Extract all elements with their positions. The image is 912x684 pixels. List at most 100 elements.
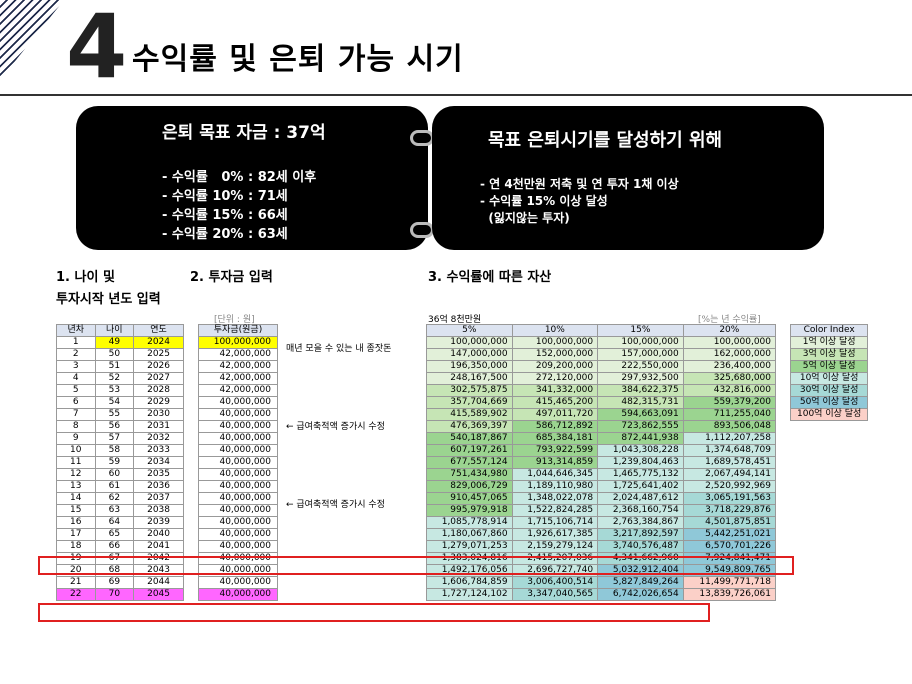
cell-asset: 1,725,641,402 xyxy=(597,480,684,493)
cell-y: 17 xyxy=(56,528,96,541)
cell-age: 53 xyxy=(94,384,135,397)
cell-investment: 40,000,000 xyxy=(198,540,278,553)
cell-investment: 40,000,000 xyxy=(198,576,278,589)
cell-investment: 42,000,000 xyxy=(198,372,278,385)
table-row: 302,575,875 341,332,000 384,622,375 432,816… xyxy=(426,384,777,397)
col-header: 투자금(원금) xyxy=(198,324,278,337)
table-row: 11 59 2034 xyxy=(56,456,184,469)
divider xyxy=(0,94,912,96)
cell-asset: 341,332,000 xyxy=(511,384,599,397)
cell-investment: 40,000,000 xyxy=(198,492,278,505)
cell-y: 5 xyxy=(56,384,96,397)
table-row: 40,000,000 xyxy=(198,432,278,445)
cell-y: 7 xyxy=(56,408,96,421)
cell-asset: 913,314,859 xyxy=(511,456,599,469)
cell-asset: 1,044,646,345 xyxy=(511,468,599,481)
cell-asset: 4,501,875,851 xyxy=(682,516,777,529)
table-row: 18 66 2041 xyxy=(56,540,184,553)
cell-asset: 1,606,784,859 xyxy=(426,576,513,589)
cell-asset: 100,000,000 xyxy=(511,336,599,349)
cell-asset: 677,557,124 xyxy=(426,456,513,469)
cell-year: 2029 xyxy=(133,396,184,409)
cell-y: 6 xyxy=(56,396,96,409)
table-row: 40,000,000 xyxy=(198,480,278,493)
table-row: 42,000,000 xyxy=(198,372,278,385)
cell-asset: 147,000,000 xyxy=(426,348,513,361)
highlight-row-63 xyxy=(38,556,794,575)
table-row: 995,979,918 1,522,824,285 2,368,160,754 3,7… xyxy=(426,504,777,517)
list-item: - 수익률 15% 이상 달성 xyxy=(480,194,608,208)
table-row: 40,000,000 xyxy=(198,540,278,553)
age-table: 년차 나이 연도 1 49 2024 2 50 2025 3 51 2026 4 52 2027 5 53… xyxy=(56,324,184,601)
cell-investment: 40,000,000 xyxy=(198,468,278,481)
table-row: 40,000,000 xyxy=(198,468,278,481)
color-index-legend: Color Index 1억 이상 달성 3억 이상 달성 5억 이상 달성 1… xyxy=(789,324,869,421)
cell-asset: 7,924,841,471 xyxy=(682,552,777,565)
col-header: 5% xyxy=(426,324,513,337)
cell-asset: 3,718,229,876 xyxy=(682,504,777,517)
cell-investment: 40,000,000 xyxy=(198,528,278,541)
table-row: 540,187,867 685,384,181 872,441,938 1,112,2… xyxy=(426,432,777,445)
cell-asset: 11,499,771,718 xyxy=(682,576,777,589)
cell-asset: 540,187,867 xyxy=(426,432,513,445)
table-row: 6 54 2029 xyxy=(56,396,184,409)
table-row: 40,000,000 xyxy=(198,516,278,529)
table-row: 147,000,000 152,000,000 157,000,000 162,000… xyxy=(426,348,777,361)
cell-asset: 829,006,729 xyxy=(426,480,513,493)
table-row: 17 65 2040 xyxy=(56,528,184,541)
table-row: 1 49 2024 xyxy=(56,336,184,349)
table-row: 40,000,000 xyxy=(198,456,278,469)
cell-year: 2028 xyxy=(133,384,184,397)
legend-item: 5억 이상 달성 xyxy=(789,360,869,373)
table-row: 476,369,397 586,712,892 723,862,555 893,506… xyxy=(426,420,777,433)
cell-age: 64 xyxy=(94,516,135,529)
cell-age: 52 xyxy=(94,372,135,385)
cell-asset: 1,043,308,228 xyxy=(597,444,684,457)
cell-asset: 248,167,500 xyxy=(426,372,513,385)
table-row: 910,457,065 1,348,022,078 2,024,487,612 3,0… xyxy=(426,492,777,505)
table-row: 42,000,000 xyxy=(198,384,278,397)
table-row: 196,350,000 209,200,000 222,550,000 236,400… xyxy=(426,360,777,373)
cell-asset: 594,663,091 xyxy=(597,408,684,421)
cell-asset: 2,024,487,612 xyxy=(597,492,684,505)
col-header: 연도 xyxy=(133,324,184,337)
cell-asset: 157,000,000 xyxy=(597,348,684,361)
cell-y: 10 xyxy=(56,444,96,457)
cell-year: 2040 xyxy=(133,528,184,541)
strategy-list: - 연 4천만원 저축 및 연 투자 1채 이상 - 수익률 15% 이상 달성… xyxy=(480,176,679,227)
table-row: 40,000,000 xyxy=(198,528,278,541)
cell-age: 59 xyxy=(94,456,135,469)
memo-salary-update: ← 급여축적액 증가시 수정 xyxy=(286,422,385,432)
cell-age: 61 xyxy=(94,480,135,493)
list-item: - 수익률 20% : 63세 xyxy=(162,227,288,242)
section-number: 4 xyxy=(66,0,128,98)
cell-asset: 2,067,494,141 xyxy=(682,468,777,481)
table-row: 3 51 2026 xyxy=(56,360,184,373)
legend-item: 1억 이상 달성 xyxy=(789,336,869,349)
cell-asset: 100,000,000 xyxy=(597,336,684,349)
cell-y: 18 xyxy=(56,540,96,553)
cell-asset: 793,922,599 xyxy=(511,444,599,457)
cell-asset: 3,740,576,487 xyxy=(597,540,684,553)
section-2-label: 2. 투자금 입력 xyxy=(190,270,273,285)
cell-age: 56 xyxy=(94,420,135,433)
cell-asset: 476,369,397 xyxy=(426,420,513,433)
cell-asset: 236,400,000 xyxy=(682,360,777,373)
table-row: 12 60 2035 xyxy=(56,468,184,481)
section-3-label: 3. 수익률에 따른 자산 xyxy=(428,270,552,285)
cell-year: 2037 xyxy=(133,492,184,505)
memo-seed-money: 매년 모을 수 있는 내 종잣돈 xyxy=(286,344,392,354)
list-item: - 수익률 0% : 82세 이후 xyxy=(162,170,317,185)
cell-asset: 1,348,022,078 xyxy=(511,492,599,505)
table-row: 40,000,000 xyxy=(198,576,278,589)
col-header: 나이 xyxy=(94,324,135,337)
cell-asset: 1,374,648,709 xyxy=(682,444,777,457)
table-row: 751,434,980 1,044,646,345 1,465,775,132 2,0… xyxy=(426,468,777,481)
table-row: 1,383,024,816 2,415,207,036 4,341,662,960 7… xyxy=(426,552,777,565)
binder-ring-icon xyxy=(410,222,434,238)
cell-asset: 3,347,040,565 xyxy=(511,588,599,601)
table-row: 40,000,000 xyxy=(198,444,278,457)
col-header: 20% xyxy=(682,324,777,337)
table-row: 607,197,261 793,922,599 1,043,308,228 1,374… xyxy=(426,444,777,457)
cell-asset: 482,315,731 xyxy=(597,396,684,409)
